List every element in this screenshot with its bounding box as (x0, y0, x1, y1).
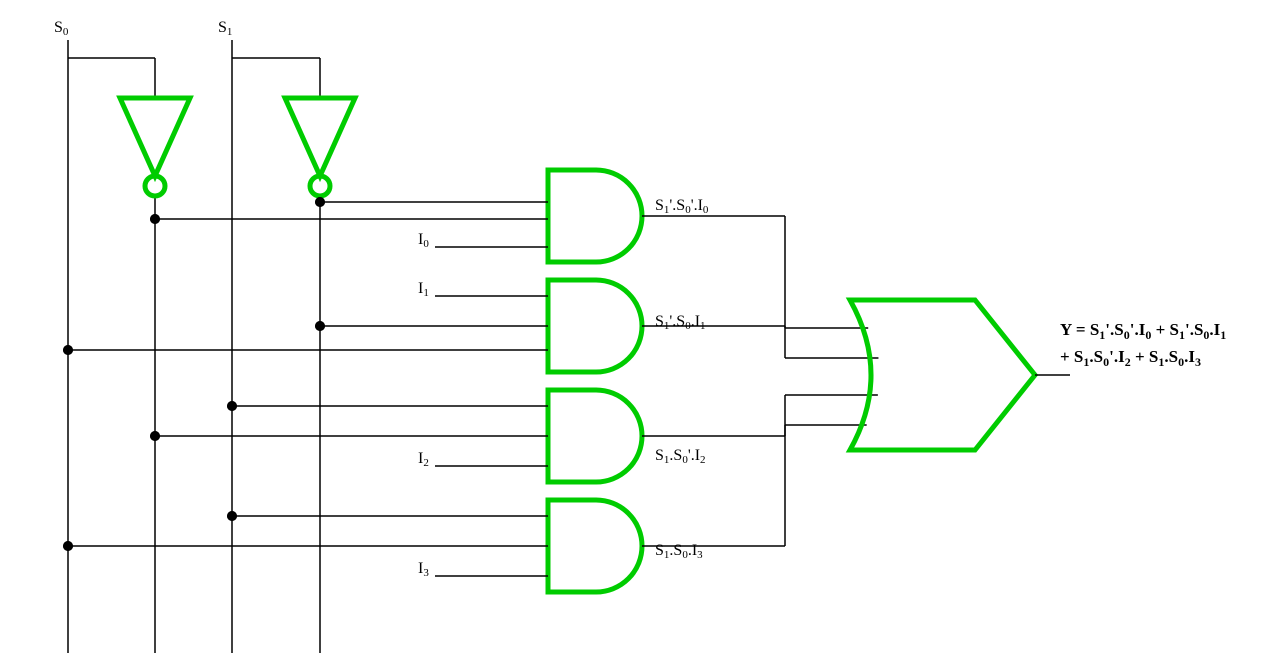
and-out-label-A3: S1.S0.I3 (655, 542, 703, 561)
label-A2-I: I2 (418, 450, 429, 469)
and-out-label-A2: S1.S0'.I2 (655, 447, 706, 466)
and-gate-A2 (548, 390, 642, 482)
dot-S1-b (227, 511, 237, 521)
output-eq-line1: Y = S1'.S0'.I0 + S1'.S0.I1 (1060, 320, 1226, 342)
label-S1: S1 (218, 19, 232, 38)
and-out-label-A1: S1'.S0.I1 (655, 313, 706, 332)
label-S0: S0 (54, 19, 69, 38)
dot-S0-a (63, 345, 73, 355)
dot-S0p-b (150, 431, 160, 441)
output-eq-line2: + S1.S0'.I2 + S1.S0.I3 (1060, 347, 1201, 369)
and-gate-A1 (548, 280, 642, 372)
label-A0-I: I0 (418, 231, 429, 250)
or-gate (850, 300, 1035, 450)
dot-S0-b (63, 541, 73, 551)
dot-S1-a (227, 401, 237, 411)
and-out-label-A0: S1'.S0'.I0 (655, 197, 709, 216)
and-gate-A3 (548, 500, 642, 592)
not_s1-triangle (285, 98, 355, 176)
dot-S0p-a (150, 214, 160, 224)
label-A1-I: I1 (418, 280, 429, 299)
not_s0-triangle (120, 98, 190, 176)
and-gate-A0 (548, 170, 642, 262)
dot-S1p-a (315, 197, 325, 207)
dot-S1p-b (315, 321, 325, 331)
label-A3-I: I3 (418, 560, 429, 579)
